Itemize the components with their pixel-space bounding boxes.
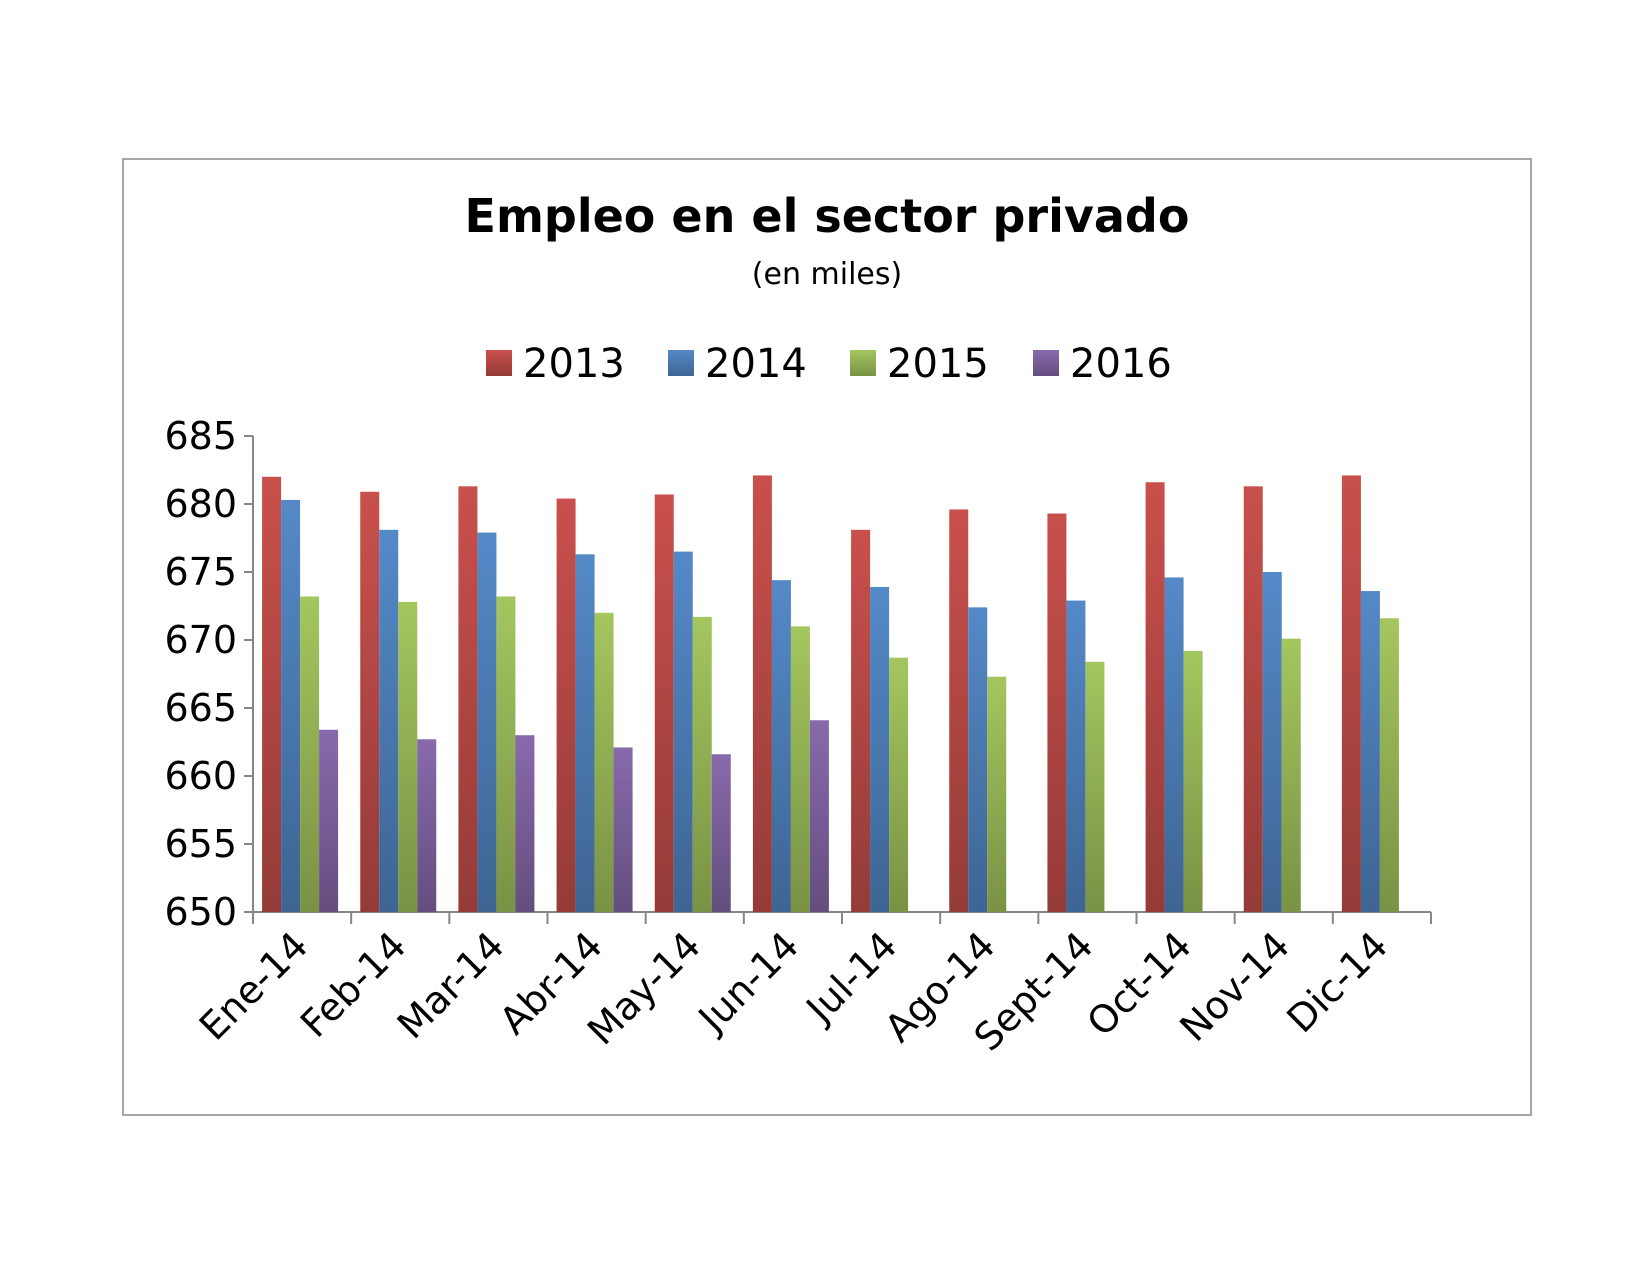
legend-item-2013: 2013	[486, 341, 625, 387]
y-tick-label: 685	[164, 414, 237, 458]
legend-label: 2014	[705, 341, 807, 387]
y-tick-label: 680	[164, 482, 237, 526]
x-tick-label: Nov-14	[1171, 923, 1298, 1050]
bar-2013-Jun-14	[752, 475, 772, 912]
bar-2014-Jul-14	[870, 586, 890, 912]
bar-2014-Jun-14	[771, 580, 791, 912]
y-tick-label: 655	[164, 822, 237, 866]
x-tick-label: Dic-14	[1278, 923, 1396, 1041]
bar-2015-Ene-14	[300, 596, 320, 912]
legend-item-2014: 2014	[668, 341, 807, 387]
bar-2014-Feb-14	[379, 529, 399, 912]
chart-frame: Empleo en el sector privado (en miles) 2…	[122, 158, 1532, 1116]
bar-2015-Feb-14	[398, 601, 418, 912]
chart-subtitle: (en miles)	[752, 257, 902, 292]
bar-2014-May-14	[673, 551, 693, 912]
bar-2016-Jun-14	[809, 720, 829, 912]
bar-2015-Dic-14	[1379, 618, 1399, 912]
y-tick-label: 670	[164, 618, 237, 662]
bar-2016-Mar-14	[515, 735, 535, 912]
legend-label: 2016	[1070, 341, 1172, 387]
bars	[262, 475, 1399, 912]
bar-2014-Ago-14	[968, 607, 988, 912]
bar-2015-Sept-14	[1085, 661, 1105, 912]
x-tick-label: Ene-14	[191, 923, 317, 1049]
bar-2013-Nov-14	[1243, 486, 1263, 912]
y-axis: 650 655 660 665 670 675 680 685	[164, 414, 254, 934]
bar-2016-May-14	[711, 754, 731, 912]
bar-2015-Abr-14	[594, 612, 614, 912]
bar-2013-Sept-14	[1047, 513, 1067, 912]
x-tick-label: Jun-14	[689, 923, 807, 1041]
bar-2014-Sept-14	[1066, 600, 1086, 912]
legend-swatch	[850, 350, 876, 376]
bar-2013-Jul-14	[851, 529, 871, 912]
bar-2015-May-14	[692, 616, 712, 912]
bar-2016-Abr-14	[613, 747, 633, 912]
bar-2013-Ago-14	[949, 509, 969, 912]
y-tick-label: 660	[164, 754, 237, 798]
legend-label: 2015	[887, 341, 989, 387]
bar-2013-Ene-14	[262, 476, 282, 912]
bar-2016-Feb-14	[417, 739, 437, 912]
chart-title: Empleo en el sector privado	[465, 189, 1190, 243]
bar-2015-Mar-14	[496, 596, 516, 912]
legend-label: 2013	[523, 341, 625, 387]
bar-2013-Oct-14	[1145, 482, 1165, 912]
legend-swatch	[668, 350, 694, 376]
bar-2013-Dic-14	[1341, 475, 1361, 912]
chart-svg: Empleo en el sector privado (en miles) 2…	[164, 189, 1432, 1059]
bar-2013-Feb-14	[360, 491, 380, 912]
y-tick-label: 650	[164, 890, 237, 934]
bar-2014-Ene-14	[281, 499, 301, 912]
x-axis: Ene-14Feb-14Mar-14Abr-14May-14Jun-14Jul-…	[191, 911, 1432, 1059]
bar-2016-Ene-14	[319, 729, 339, 912]
y-tick-label: 675	[164, 550, 237, 594]
bar-2014-Abr-14	[575, 554, 595, 912]
bar-2015-Jun-14	[790, 626, 810, 912]
bar-2013-Mar-14	[458, 486, 478, 912]
bar-2015-Nov-14	[1281, 638, 1301, 912]
x-tick-label: Mar-14	[389, 923, 513, 1047]
legend: 2013 2014 2015 2016	[486, 341, 1172, 387]
bar-2014-Dic-14	[1360, 591, 1380, 912]
y-tick-label: 665	[164, 686, 237, 730]
legend-item-2016: 2016	[1033, 341, 1172, 387]
bar-2014-Nov-14	[1262, 572, 1282, 912]
bar-2015-Jul-14	[889, 657, 909, 912]
bar-2014-Oct-14	[1164, 577, 1184, 912]
legend-swatch	[1033, 350, 1059, 376]
legend-swatch	[486, 350, 512, 376]
x-tick-label: Feb-14	[292, 923, 415, 1046]
bar-2013-May-14	[654, 494, 674, 912]
bar-2015-Ago-14	[987, 676, 1007, 912]
legend-item-2015: 2015	[850, 341, 989, 387]
bar-2014-Mar-14	[477, 532, 497, 912]
bar-2013-Abr-14	[556, 498, 576, 912]
bar-2015-Oct-14	[1183, 650, 1203, 912]
